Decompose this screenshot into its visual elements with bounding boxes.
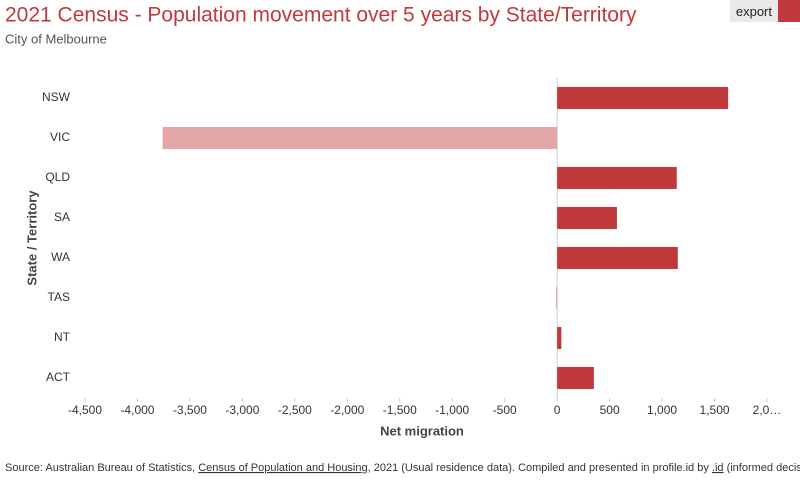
bar: [557, 167, 677, 189]
source-text: (informed decisions).: [724, 462, 800, 474]
chart-subtitle: City of Melbourne: [5, 31, 107, 46]
source-link[interactable]: Census of Population and Housing: [198, 462, 367, 474]
x-tick-label: -4,000: [120, 403, 154, 417]
x-tick-label: 2,0…: [753, 403, 782, 417]
y-axis-label: State / Territory: [24, 190, 39, 286]
x-tick-label: -3,500: [173, 403, 207, 417]
bar: [556, 287, 558, 309]
x-tick-label: 0: [554, 403, 561, 417]
y-tick-label: SA: [54, 210, 70, 224]
export-button[interactable]: export: [729, 0, 800, 22]
bar: [557, 87, 729, 109]
x-tick-label: -1,000: [435, 403, 469, 417]
y-tick-label: NSW: [42, 90, 71, 104]
bar: [557, 247, 678, 269]
y-tick-label: WA: [51, 250, 70, 264]
source-link[interactable]: .id: [712, 462, 724, 474]
x-tick-label: 1,500: [700, 403, 730, 417]
x-tick-label: -500: [493, 403, 517, 417]
x-tick-label: 1,000: [647, 403, 677, 417]
x-tick-label: -1,500: [383, 403, 417, 417]
y-tick-label: VIC: [50, 130, 70, 144]
y-tick-label: NT: [54, 330, 71, 344]
x-axis-label: Net migration: [380, 423, 464, 438]
bar: [557, 327, 562, 349]
bar: [557, 367, 594, 389]
x-tick-label: -4,500: [68, 403, 102, 417]
x-tick-label: 500: [600, 403, 620, 417]
source: Source: Australian Bureau of Statistics,…: [5, 462, 800, 474]
export-label: export: [735, 3, 772, 19]
chart-title: 2021 Census - Population movement over 5…: [5, 4, 637, 27]
source-text: Source: Australian Bureau of Statistics,: [5, 462, 198, 474]
bar: [162, 127, 558, 149]
y-tick-label: ACT: [46, 370, 71, 384]
x-tick-label: -2,000: [330, 403, 364, 417]
source-text: , 2021 (Usual residence data). Compiled …: [368, 462, 712, 474]
bar: [557, 207, 617, 229]
x-tick-label: -3,000: [225, 403, 259, 417]
y-tick-label: QLD: [45, 170, 70, 184]
export-icon: [778, 0, 800, 22]
y-tick-label: TAS: [48, 290, 70, 304]
x-tick-label: -2,500: [278, 403, 312, 417]
